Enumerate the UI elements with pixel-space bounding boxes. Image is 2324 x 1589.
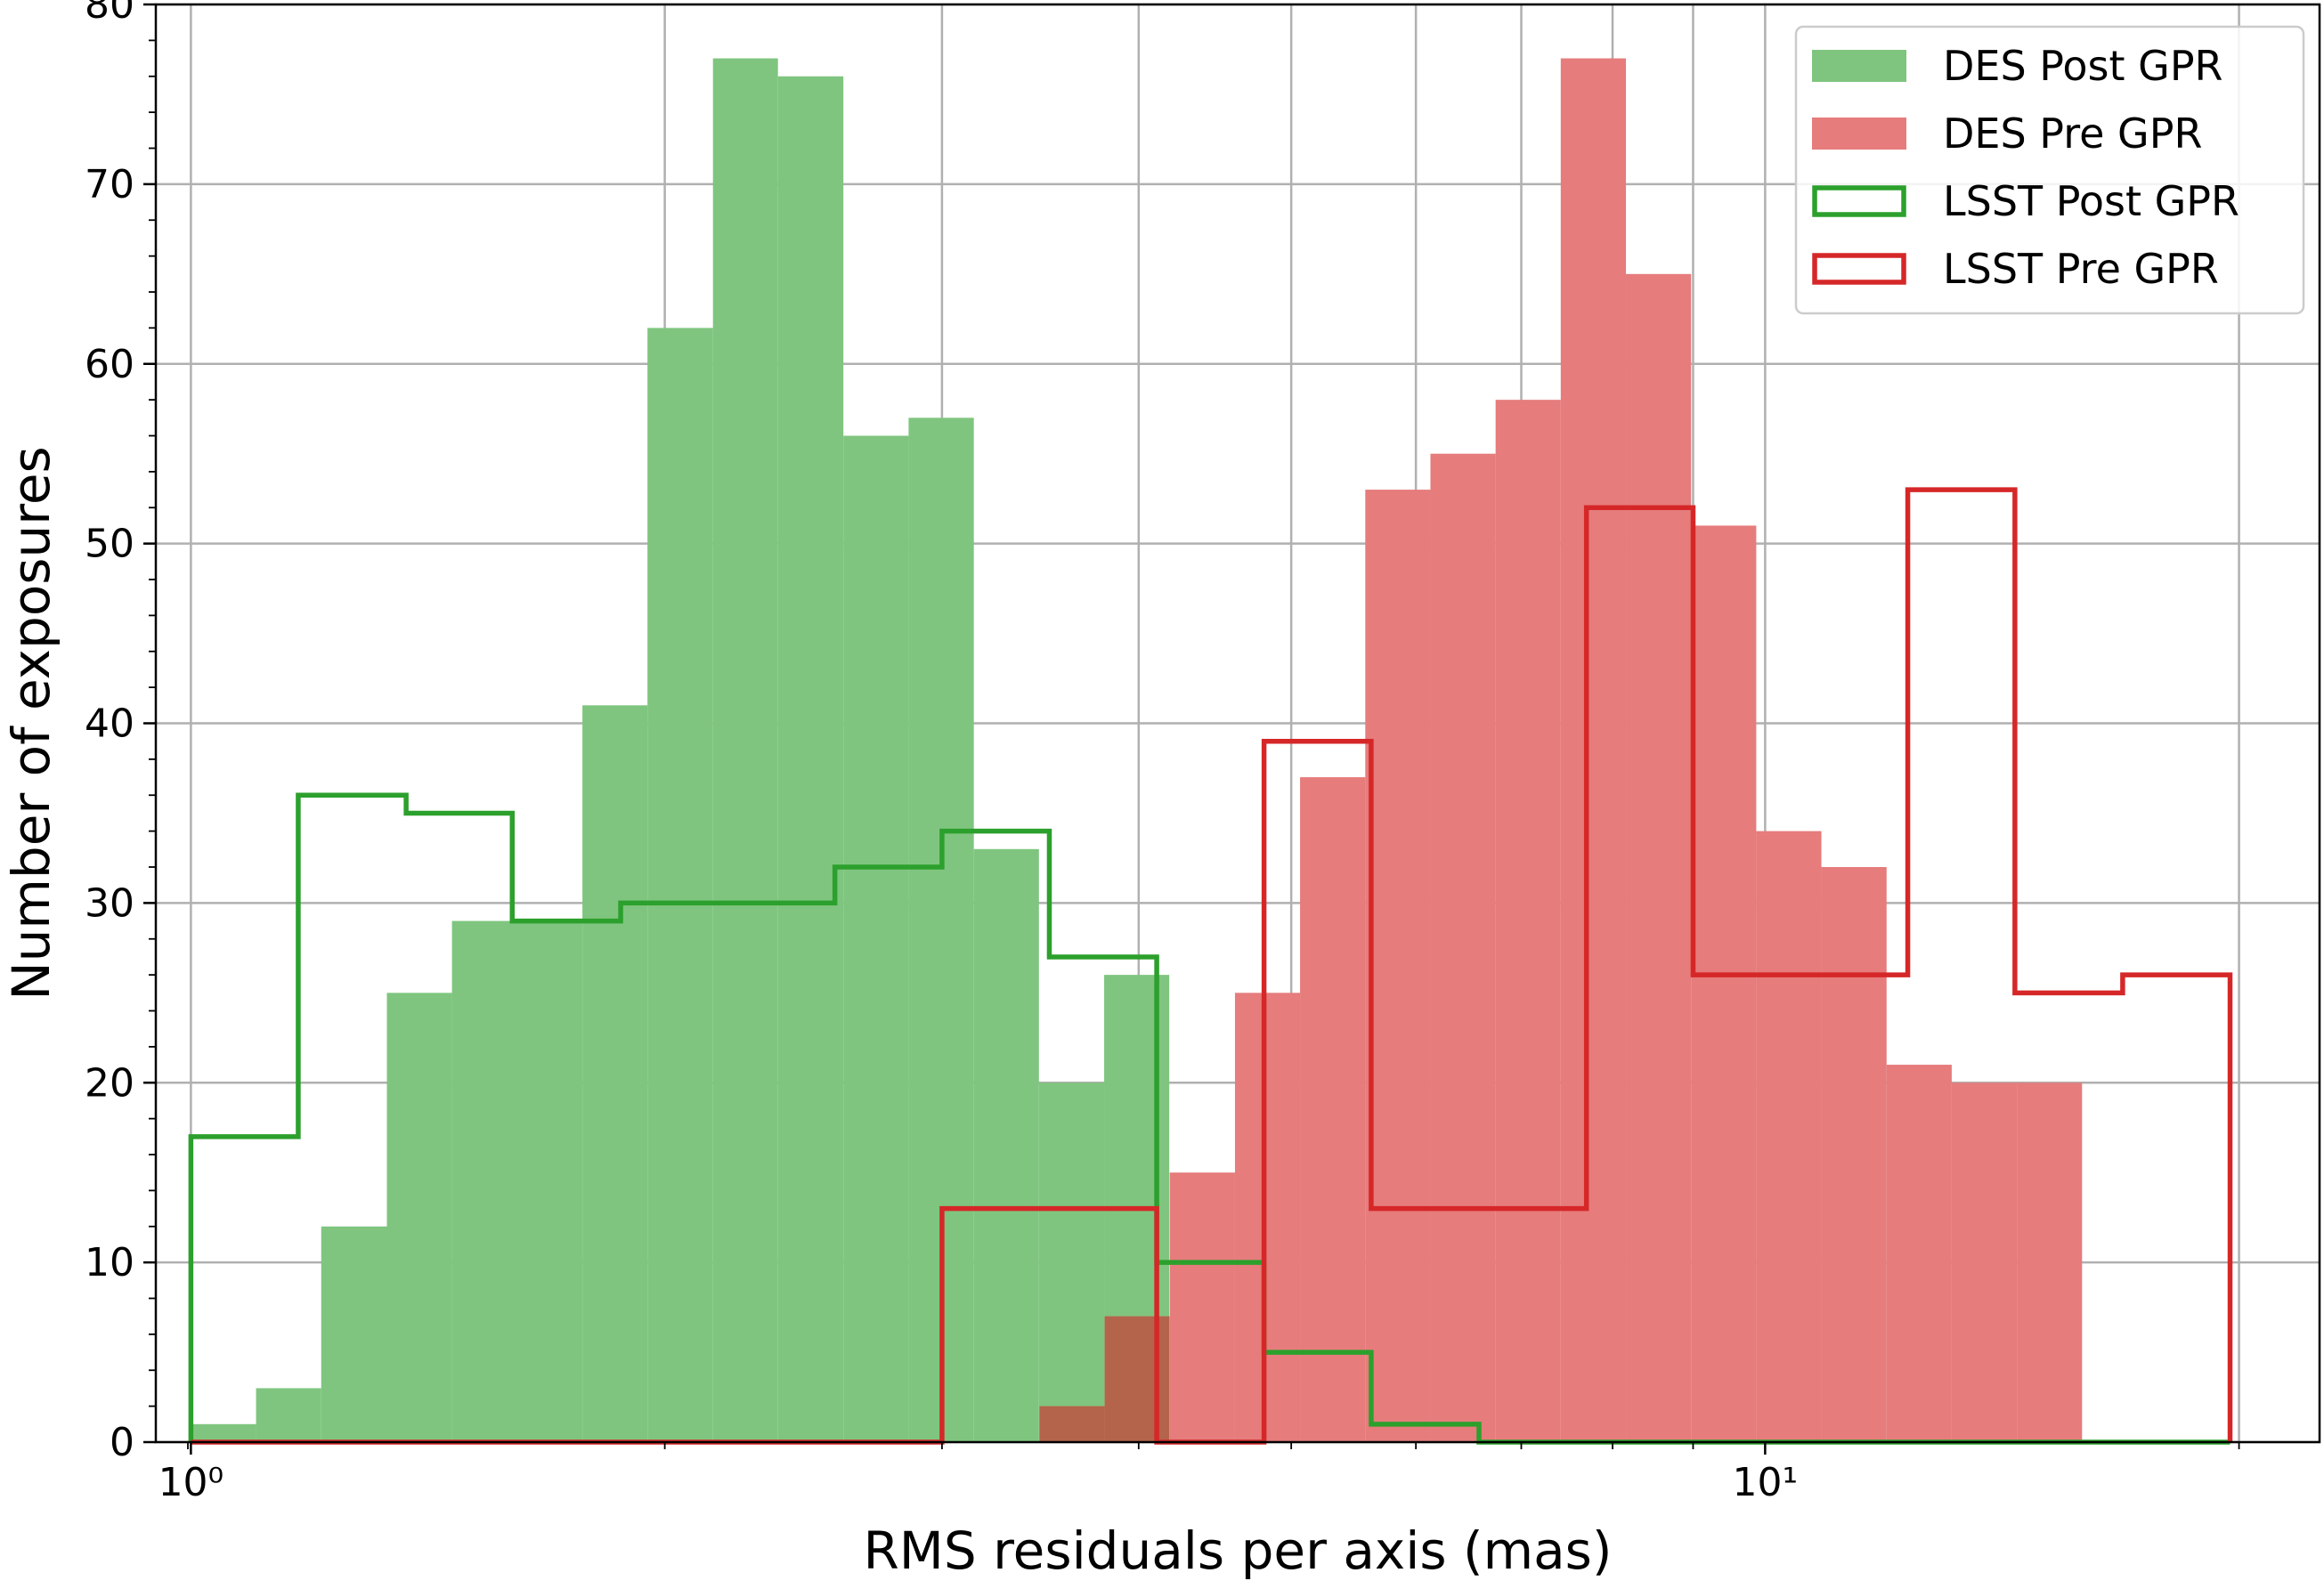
legend-label: DES Post GPR [1943,42,2223,90]
legend-label: LSST Post GPR [1943,177,2239,225]
des-post-gpr-bar [191,1423,256,1442]
des-post-gpr-bar [582,705,648,1442]
des-post-gpr-bar [647,328,713,1442]
legend-swatch [1812,50,1906,82]
des-pre-gpr-bar [1430,453,1496,1442]
legend-swatch [1812,253,1906,285]
des-post-gpr-bar [451,920,517,1442]
des-pre-gpr-bar [2017,1082,2083,1442]
des-post-gpr-bar [1038,1082,1105,1442]
overlap-bar [1039,1406,1105,1442]
des-pre-gpr-bar [1821,867,1887,1442]
des-post-gpr-bar [256,1388,321,1442]
des-post-gpr-bar [516,920,583,1442]
legend-label: LSST Pre GPR [1943,245,2219,293]
des-pre-gpr-bar [1560,58,1627,1442]
des-pre-gpr-bar [1495,400,1561,1442]
legend-swatch [1812,185,1906,217]
legend-box [1794,25,2305,315]
y-tick-label: 50 [85,522,134,567]
des-pre-gpr-bars [1039,58,2083,1442]
y-tick-label: 20 [85,1060,134,1106]
des-pre-gpr-bar [1300,777,1366,1442]
x-tick-label: 10¹ [1733,1460,1799,1505]
y-tick-label: 80 [85,0,134,28]
des-pre-gpr-bar [1365,490,1431,1442]
des-post-gpr-bar [386,993,452,1442]
axes: 0 10 20 30 40 50 60 70 80 10⁰ 10¹ [85,0,2321,1505]
des-post-gpr-bar [712,58,778,1442]
y-tick-label: 70 [85,162,134,207]
legend: DES Post GPR DES Pre GPR LSST Post GPR LSST… [1794,25,2305,315]
plot-frame [154,3,2321,1444]
y-tick-label: 60 [85,342,134,387]
overlap-bar [1104,1316,1170,1442]
des-post-gpr-bar [321,1226,387,1442]
x-tick-label: 10⁰ [158,1460,224,1505]
des-pre-gpr-bar [1691,525,1757,1442]
des-pre-gpr-bar [1169,1172,1235,1442]
des-post-gpr-bars [191,58,1170,1442]
y-axis-label: Number of exposures [1,446,61,1001]
des-pre-gpr-bar [1951,1082,2018,1442]
des-post-gpr-bar [973,848,1039,1442]
des-pre-gpr-bar [1626,273,1692,1442]
des-post-gpr-bar [777,76,844,1442]
y-tick-label: 30 [85,880,134,926]
y-tick-label: 10 [85,1240,134,1285]
des-post-gpr-bar [843,435,909,1442]
y-tick-label: 0 [110,1420,134,1465]
overlap-bar [1104,1406,1105,1442]
x-axis-label: RMS residuals per axis (mas) [864,1520,1613,1581]
y-tick-label: 40 [85,701,134,747]
des-pre-gpr-bar [1886,1065,1952,1442]
des-pre-gpr-bar [1756,831,1822,1442]
legend-label: DES Pre GPR [1943,109,2202,158]
des-pre-gpr-bar [1234,993,1301,1442]
legend-swatch [1812,118,1906,150]
